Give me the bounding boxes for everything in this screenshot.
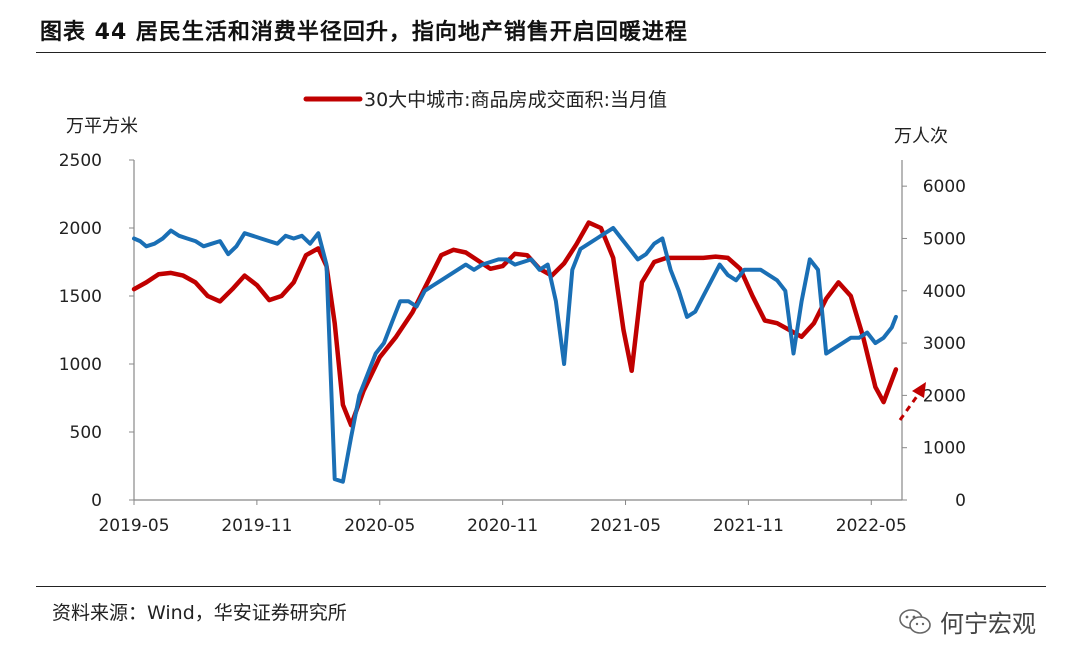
x-tick-label: 2020-05 bbox=[344, 516, 415, 536]
y-right-label: 万人次 bbox=[894, 126, 948, 147]
y-right-tick-label: 1000 bbox=[923, 439, 966, 459]
x-tick-label: 2020-11 bbox=[467, 516, 538, 536]
series-line-sales-area bbox=[131, 220, 899, 428]
x-tick-label: 2019-05 bbox=[98, 516, 169, 536]
y-left-tick-label: 500 bbox=[70, 423, 102, 443]
bottom-rule bbox=[36, 586, 1046, 587]
x-tick-label: 2022-05 bbox=[836, 516, 907, 536]
x-tick-label: 2021-05 bbox=[590, 516, 661, 536]
watermark: 何宁宏观 bbox=[898, 604, 1036, 639]
y-left-tick-label: 1000 bbox=[59, 355, 102, 375]
y-left-tick-label: 0 bbox=[91, 491, 102, 511]
series-group bbox=[131, 220, 899, 484]
x-tick-label: 2021-11 bbox=[713, 516, 784, 536]
y-left-tick-label: 2500 bbox=[59, 151, 102, 171]
top-rule bbox=[36, 52, 1046, 53]
source-note: 资料来源：Wind，华安证券研究所 bbox=[52, 602, 347, 624]
page-title: 图表 44 居民生活和消费半径回升，指向地产销售开启回暖进程 bbox=[40, 20, 688, 45]
trend-arrow-head bbox=[912, 382, 926, 398]
y-right-tick-label: 3000 bbox=[923, 334, 966, 354]
y-right-tick-label: 4000 bbox=[923, 282, 966, 302]
legend-label: 30大中城市:商品房成交面积:当月值 bbox=[364, 89, 667, 111]
y-right-tick-label: 5000 bbox=[923, 229, 966, 249]
series-line-passenger-volume bbox=[132, 226, 898, 484]
wechat-icon bbox=[899, 608, 931, 634]
y-right-tick-label: 0 bbox=[955, 491, 966, 511]
trend-arrow bbox=[898, 382, 926, 421]
watermark-text: 何宁宏观 bbox=[940, 610, 1036, 638]
y-right-tick-label: 2000 bbox=[923, 386, 966, 406]
axes: 0 500 1000 1500 2000 2500 0 1000 2000 3000 4000 500… bbox=[59, 151, 966, 536]
trend-arrow-line bbox=[898, 391, 922, 421]
x-tick-label: 2019-11 bbox=[221, 516, 292, 536]
y-right-tick-label: 6000 bbox=[923, 177, 966, 197]
y-left-tick-label: 1500 bbox=[59, 287, 102, 307]
y-left-tick-label: 2000 bbox=[59, 219, 102, 239]
y-left-label: 万平方米 bbox=[66, 116, 138, 137]
legend: 30大中城市:商品房成交面积:当月值 bbox=[303, 89, 667, 111]
